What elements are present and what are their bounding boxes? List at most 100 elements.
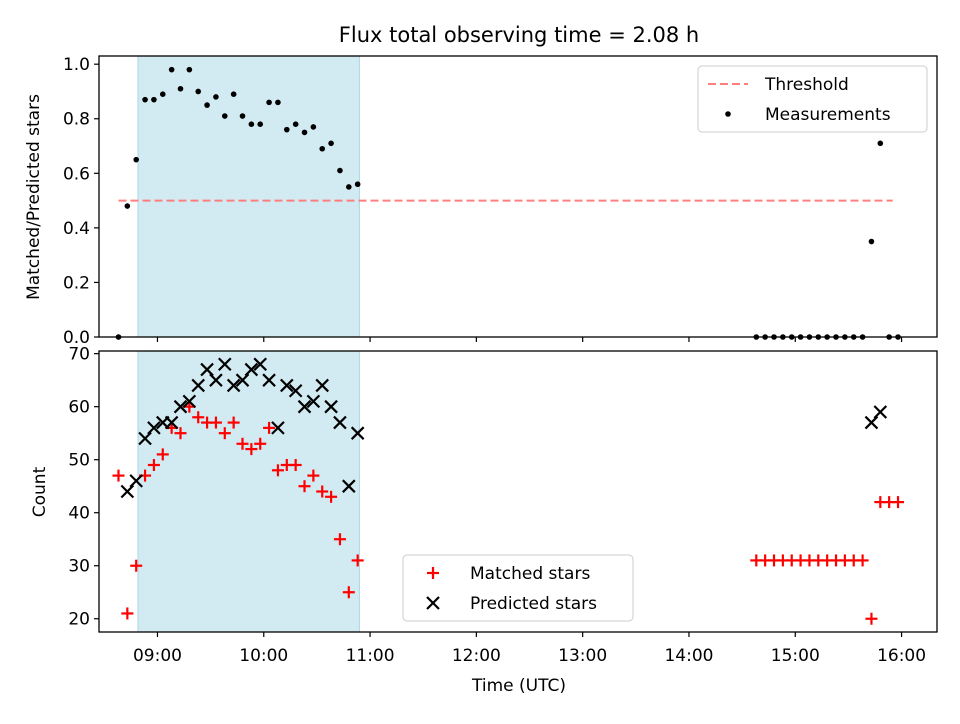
top-ytick-label-2: 0.4 [63,219,90,239]
bottom-series1-point-24-b [333,415,347,430]
bottom-series1-point-17-b [271,421,285,435]
bottom-series0-point-27 [351,554,364,567]
top-series0-point-11 [213,94,219,100]
bottom-series1-point-1 [129,474,143,488]
top-panel: 0.0 0.2 0.4 0.6 0.8 1.0 Matched/Predicted sta… [24,55,938,348]
top-axes: 0.0 0.2 0.4 0.6 0.8 1.0 [63,55,903,348]
top-series0-point-9 [195,88,202,95]
top-series0-point-1 [124,203,131,209]
bottom-series0-point-24 [325,490,338,503]
bottom-series1-point-22 [315,378,330,393]
top-series0-point-23 [319,145,326,152]
legend-matched-swatch [427,567,439,579]
bottom-series0-point-11 [209,416,222,429]
bottom-series1-point-22-b [315,378,330,393]
bottom-series0-point-16 [254,437,267,450]
bottom-series1-point-20-b [297,399,312,414]
bottom-series0-point-1 [121,607,134,620]
bottom-series0-point-21 [298,480,311,493]
bottom-series1-point-1-b [129,474,143,488]
top-series0-point-24 [328,140,334,147]
bottom-series0-point-9 [192,411,205,424]
bottom-legend-box [402,554,634,622]
bottom-series1-point-23-b [324,399,338,414]
top-series0-point-6 [168,66,175,73]
bottom-series1-point-25-b [342,479,356,493]
top-series0-point-17 [266,99,272,106]
top-ytick-label-1: 0.2 [63,273,90,293]
top-series0-point-21 [301,129,308,136]
bottom-series0-point-0 [112,469,125,482]
bottom-series0-point-41 [865,612,878,625]
top-series0-point-27 [354,181,361,188]
bottom-series1-point-14 [244,362,259,377]
bottom-series0-point-44 [892,496,905,509]
legend-predicted-swatch [426,596,440,610]
bottom-series0-point-40 [856,554,869,567]
bottom-xtick-label-4: 13:00 [558,646,607,666]
bottom-series0-point-4 [147,458,160,471]
bottom-ytick-label-3: 50 [68,451,90,471]
bottom-series1-point-19 [288,383,303,398]
bottom-series1-point-18-b [280,378,294,393]
bottom-series1-point-6 [173,399,188,414]
top-series0-point-7 [177,85,184,92]
top-series0-point-15 [248,121,255,128]
top-series0-point-18 [275,99,281,106]
bottom-series0-point-23 [316,485,329,498]
legend-measurements-swatch [725,111,731,117]
bottom-y-axis-label: Count [30,466,50,517]
bottom-series1-point-16 [262,373,276,387]
bottom-xtick-label-2: 11:00 [346,646,395,666]
bottom-series0-point-25 [333,533,346,546]
bottom-series1-point-2 [138,431,152,446]
top-legend: Threshold Measurements [697,65,928,133]
legend-matched-label: Matched stars [470,564,590,584]
top-series0-point-25 [337,167,343,174]
bottom-series1-point-6-b [173,399,188,414]
bottom-series1-point-23 [324,399,338,414]
top-series0-point-26 [346,184,352,190]
bottom-series1-point-2-b [138,431,152,446]
legend-predicted-label: Predicted stars [470,594,597,614]
top-ytick-label-5: 1.0 [63,55,90,75]
bottom-series0-point-12 [218,427,231,440]
bottom-series0-point-5 [156,448,169,461]
x-axis-label: Time (UTC) [471,676,566,696]
bottom-series1-point-27 [864,415,879,430]
bottom-series0-point-2 [130,559,143,572]
bottom-series1-point-28-b [873,405,888,419]
bottom-series0-point-14 [236,437,249,450]
top-plot-area [115,55,901,340]
top-series0-point-5 [159,91,166,97]
bottom-series1-point-8 [191,378,205,393]
bottom-xtick-label-5: 14:00 [664,646,713,666]
bottom-series1-point-19-b [288,383,303,398]
bottom-series1-point-26 [350,426,365,440]
top-legend-box [697,65,928,133]
bottom-series0-point-17 [263,421,276,434]
bottom-ytick-label-5: 70 [68,345,90,365]
bottom-series0-point-22 [307,469,320,482]
bottom-series0-point-18 [271,464,284,477]
bottom-series1-point-18 [280,378,294,393]
bottom-series1-point-11-b [218,357,232,372]
bottom-series1-point-13 [235,373,250,387]
bottom-axes: 20 30 40 50 60 70 09:00 10:00 11:00 12:00 13:00 14:… [68,345,926,666]
bottom-series1-point-15-b [253,357,267,372]
bottom-series0-point-26 [342,586,355,599]
bottom-series0-point-20 [289,458,302,471]
top-axes-frame [98,55,938,338]
top-ytick-label-4: 0.8 [63,110,90,130]
bottom-series1-point-5-b [164,415,179,430]
bottom-series1-point-14-b [244,362,259,377]
bottom-series1-point-3 [147,421,161,435]
bottom-series1-point-11 [218,357,232,372]
top-shaded-interval [137,55,360,338]
legend-threshold-label: Threshold [764,75,849,95]
bottom-series1-point-0 [120,484,135,499]
bottom-series1-point-16-b [262,373,276,387]
bottom-series1-point-7-b [182,394,197,409]
top-series0-point-14 [239,113,246,119]
